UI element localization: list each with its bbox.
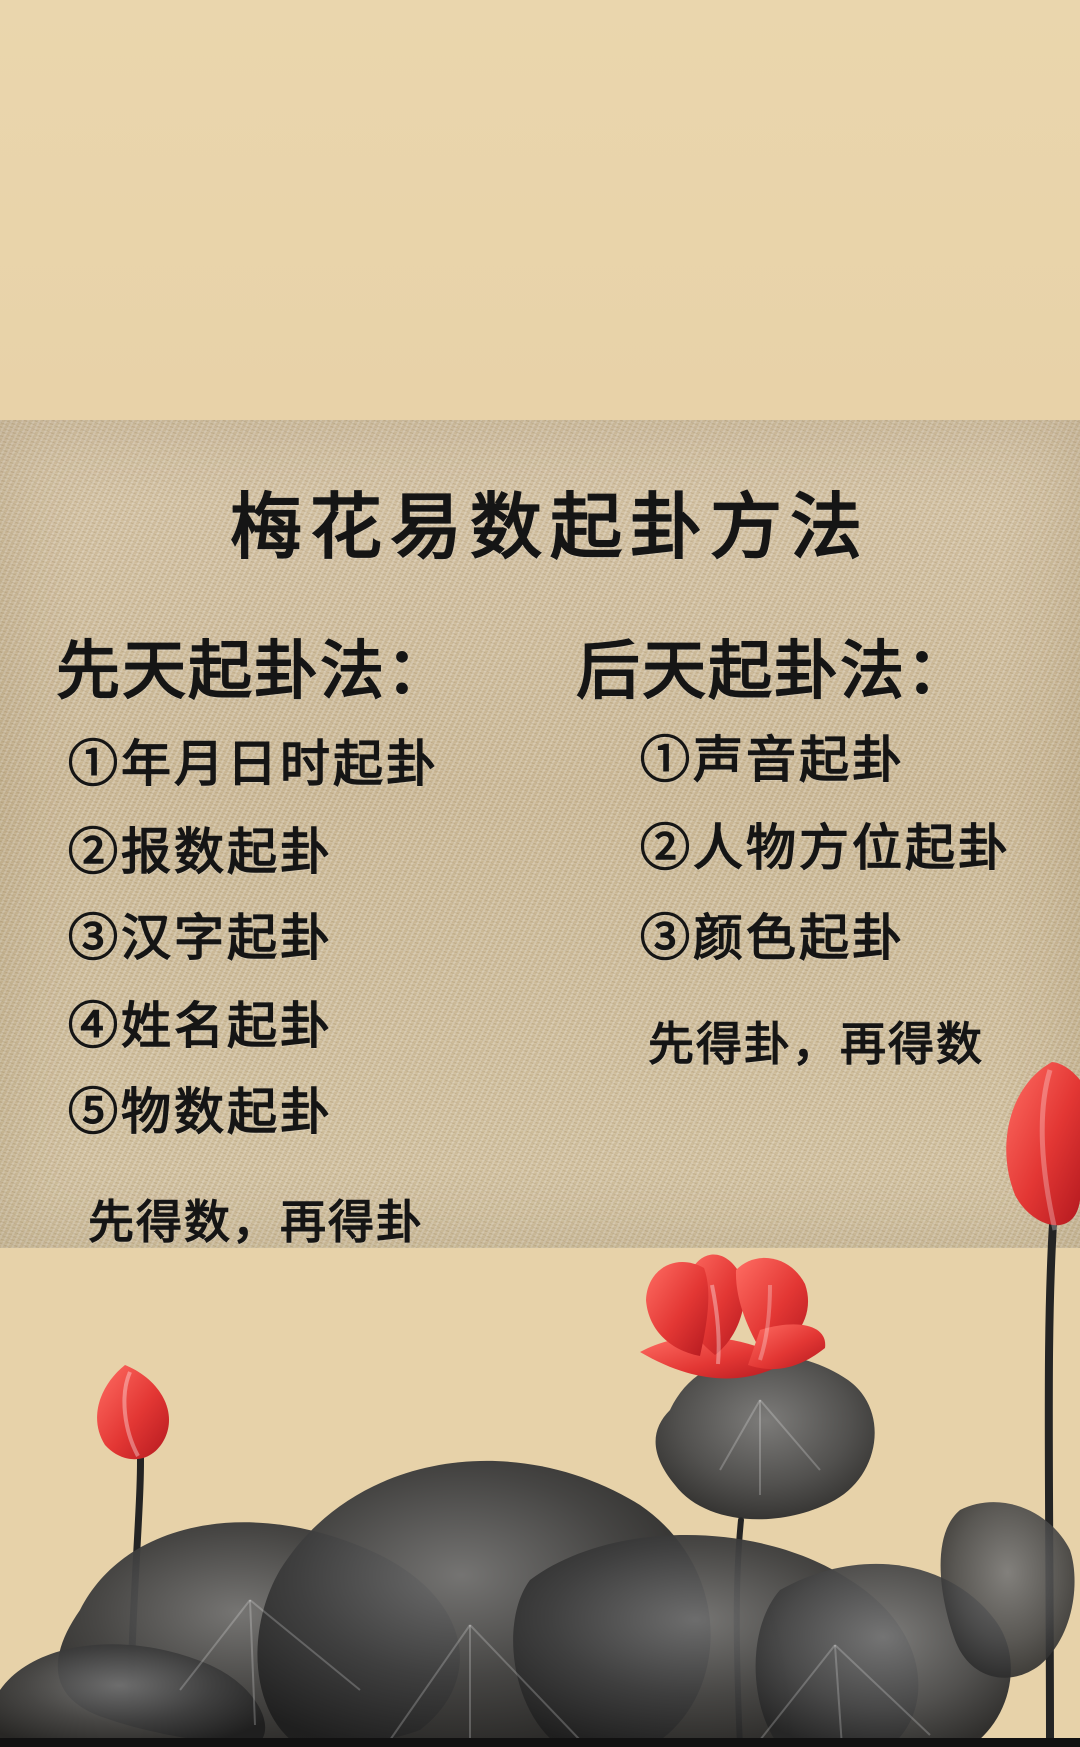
left-section-heading: 先天起卦法： [56,634,452,709]
top-background-band [0,0,1080,420]
right-method-item: ③颜色起卦 [640,908,905,967]
left-method-item: ②报数起卦 [68,822,333,881]
left-method-item: ⑤物数起卦 [68,1082,333,1141]
right-method-item: ②人物方位起卦 [640,818,1011,877]
page-title: 梅花易数起卦方法 [230,484,871,569]
bottom-dark-strip [0,1738,1080,1747]
right-method-item: ①声音起卦 [640,730,905,789]
left-method-item: ①年月日时起卦 [68,734,439,793]
left-method-item: ③汉字起卦 [68,908,333,967]
left-section-note: 先得数，再得卦 [88,1195,424,1249]
right-section-note: 先得卦，再得数 [648,1017,984,1071]
cloth-text-panel [0,420,1080,1248]
bottom-background-band [0,1248,1080,1747]
right-section-heading: 后天起卦法： [576,634,972,709]
left-method-item: ④姓名起卦 [68,996,333,1055]
